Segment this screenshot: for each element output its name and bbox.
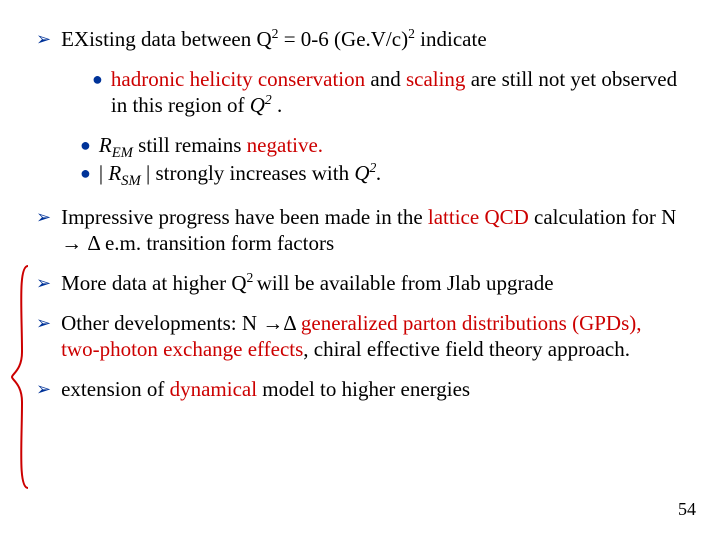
sub-2-text: REM still remains negative. (99, 132, 323, 158)
dot-icon: ● (92, 66, 103, 92)
brace-icon (10, 262, 32, 492)
tri-icon: ➢ (36, 204, 51, 230)
sub-1: ● hadronic helicity conservation and sca… (92, 66, 684, 118)
sub-1-text: hadronic helicity conservation and scali… (111, 66, 684, 118)
dot-icon: ● (80, 160, 91, 186)
tri-icon: ➢ (36, 26, 51, 52)
bullet-5-text: extension of dynamical model to higher e… (61, 376, 470, 402)
bullet-2: ➢ Impressive progress have been made in … (36, 204, 684, 256)
bullet-2-text: Impressive progress have been made in th… (61, 204, 684, 256)
dot-icon: ● (80, 132, 91, 158)
bullet-1-text: EXisting data between Q2 = 0-6 (Ge.V/c)2… (61, 26, 487, 52)
bullet-3-text: More data at higher Q2 will be available… (61, 270, 553, 296)
sub-3: ● | RSM | strongly increases with Q2. (80, 160, 684, 186)
tri-icon: ➢ (36, 270, 51, 296)
bullet-5: ➢ extension of dynamical model to higher… (36, 376, 684, 402)
sub-2: ● REM still remains negative. (80, 132, 684, 158)
bullet-4-text: Other developments: N →Δ generalized par… (61, 310, 684, 362)
tri-icon: ➢ (36, 310, 51, 336)
bullet-3: ➢ More data at higher Q2 will be availab… (36, 270, 684, 296)
bullet-4: ➢ Other developments: N →Δ generalized p… (36, 310, 684, 362)
bullet-1: ➢ EXisting data between Q2 = 0-6 (Ge.V/c… (36, 26, 684, 52)
page-number: 54 (678, 499, 696, 520)
tri-icon: ➢ (36, 376, 51, 402)
sub-3-text: | RSM | strongly increases with Q2. (99, 160, 382, 186)
